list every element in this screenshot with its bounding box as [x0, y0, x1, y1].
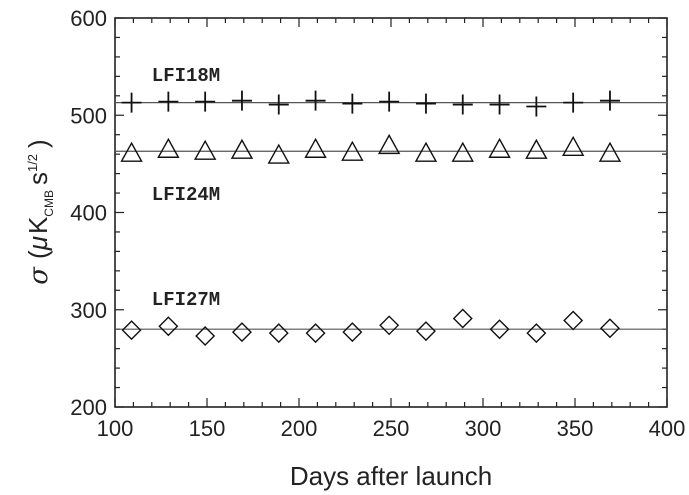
- y-axis-open-paren: (: [23, 250, 53, 259]
- y-axis-k: K: [23, 216, 53, 234]
- lfi27m-point: [268, 323, 289, 344]
- lfi24m-point: [157, 137, 180, 158]
- lfi18m-point: [121, 92, 142, 113]
- y-tick-label: 600: [70, 6, 107, 31]
- lfi27m-label: LFI27M: [152, 289, 220, 311]
- y-tick-label: 200: [70, 395, 107, 420]
- lfi27m-point: [195, 326, 216, 346]
- lfi27m-point: [489, 319, 510, 340]
- lfi18m-point: [195, 91, 216, 112]
- x-tick-label: 350: [557, 416, 594, 441]
- lfi24m-label: LFI24M: [152, 184, 220, 206]
- y-axis-close-paren: ): [23, 139, 53, 148]
- lfi27m-point: [599, 318, 620, 339]
- lfi24m-point: [488, 137, 511, 158]
- series-labels: LFI18M LFI24M LFI27M: [152, 65, 220, 311]
- lfi18m-point: [379, 91, 400, 112]
- x-tick-label: 150: [189, 416, 226, 441]
- x-tick-label: 300: [465, 416, 502, 441]
- lfi24m-point: [377, 133, 401, 155]
- lfi27m-point: [305, 323, 326, 344]
- y-tick-label: 500: [70, 103, 107, 128]
- lfi27m-point: [563, 310, 584, 331]
- lfi27m-point: [121, 320, 142, 341]
- lfi18m-point: [526, 96, 547, 117]
- lfi27m-point: [452, 308, 473, 329]
- y-axis-mu: μ: [23, 236, 53, 251]
- lfi24m-point: [341, 140, 364, 161]
- x-tick-label: 100: [97, 416, 134, 441]
- lfi18m-point: [452, 94, 473, 115]
- y-axis-s: s: [23, 172, 53, 185]
- y-tick-label: 400: [70, 201, 107, 226]
- lfi24m-point: [120, 141, 143, 162]
- y-axis-title: σ (μKCMB s1/2): [23, 139, 56, 284]
- lfi18m-point: [342, 93, 363, 114]
- x-tick-label: 200: [281, 416, 318, 441]
- lfi24m-point: [193, 139, 217, 160]
- lfi24m-point: [230, 138, 254, 159]
- lfi24m-point: [451, 141, 474, 162]
- lfi18m-point: [305, 90, 326, 111]
- lfi27m-point: [342, 322, 363, 343]
- lfi18m-point: [563, 92, 584, 113]
- y-tick-label: 300: [70, 298, 107, 323]
- lfi18m-point: [158, 91, 179, 112]
- y-axis-k-subscript: CMB: [42, 190, 56, 217]
- lfi27m-point: [158, 316, 179, 337]
- x-tick-label: 400: [649, 416, 686, 441]
- lfi24m-point: [304, 137, 327, 158]
- x-axis-title: Days after launch: [290, 461, 492, 491]
- x-tick-label: 250: [373, 416, 410, 441]
- lfi24m-point: [267, 143, 290, 164]
- lfi18m-point: [599, 90, 620, 111]
- axis-ticks: 100 150 200 250 300 350 400 200 300 400 500 600: [70, 6, 685, 441]
- y-axis-s-superscript: 1/2: [25, 154, 40, 172]
- lfi18m-point: [489, 94, 510, 115]
- svg-text:σ(μKCMBs1/2): σ (μKCMB s1/2): [23, 139, 56, 284]
- lfi27m-point: [379, 315, 400, 336]
- lfi24m-point: [561, 135, 585, 157]
- lfi18m-point: [268, 94, 289, 115]
- lfi18m-point: [231, 90, 252, 111]
- lfi18m-label: LFI18M: [152, 65, 220, 87]
- lfi24m-point: [525, 138, 548, 159]
- y-axis-sigma: σ: [24, 266, 54, 285]
- lfi24m-point: [598, 141, 622, 162]
- lfi27m-point: [415, 321, 436, 342]
- lfi27m-point: [231, 322, 252, 343]
- data-markers: [120, 90, 622, 346]
- lfi18m-point: [415, 93, 436, 114]
- lfi27m-point: [526, 323, 547, 344]
- lfi24m-point: [414, 141, 438, 162]
